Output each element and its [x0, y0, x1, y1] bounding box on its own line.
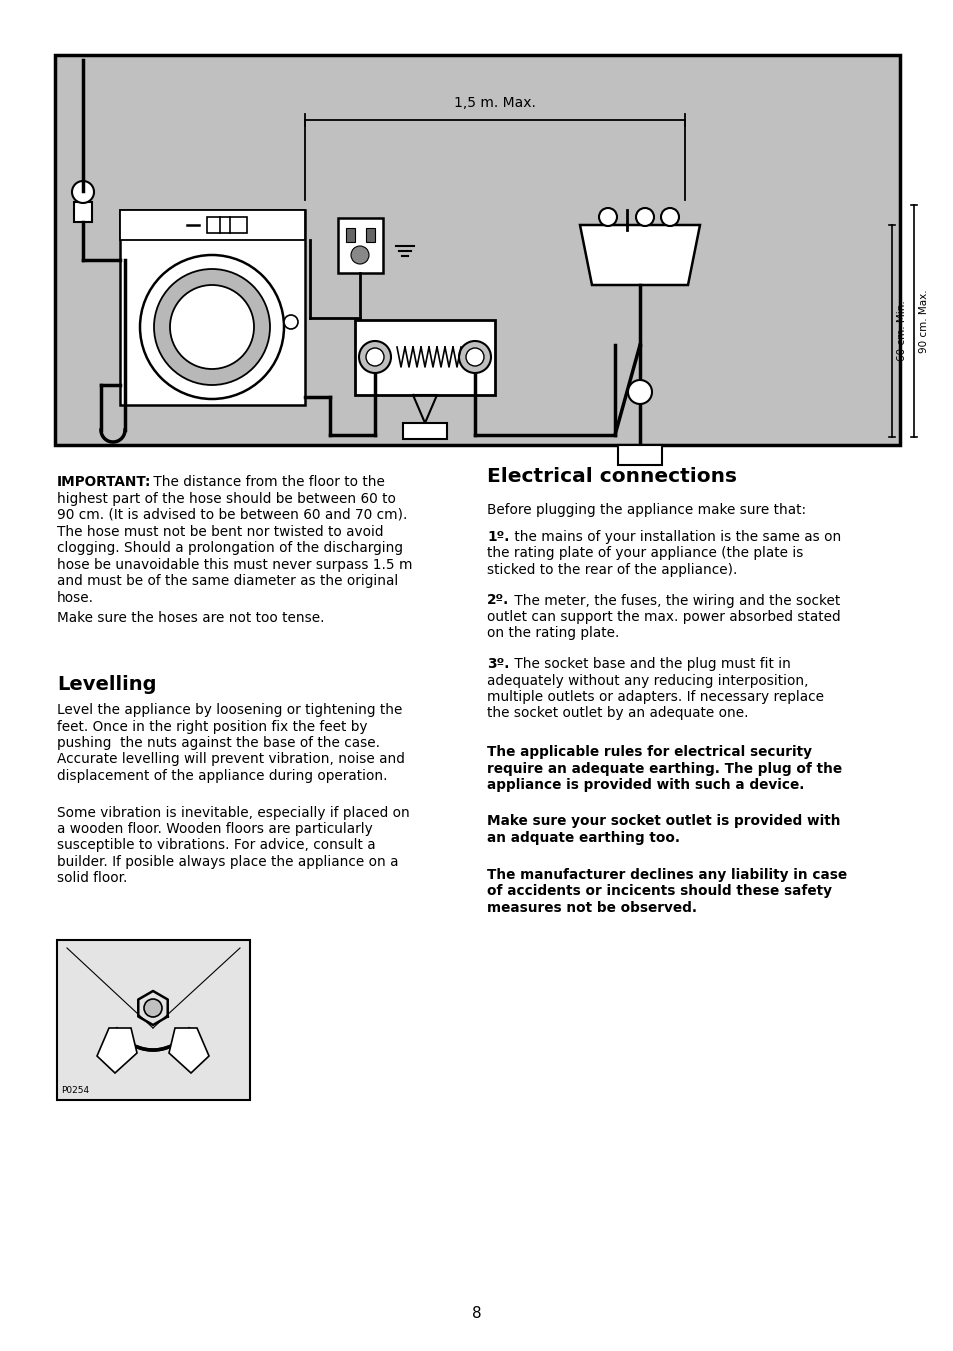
Text: Some vibration is inevitable, especially if placed on: Some vibration is inevitable, especially… — [57, 805, 410, 820]
Text: The distance from the floor to the: The distance from the floor to the — [149, 476, 384, 489]
Text: a wooden floor. Wooden floors are particularly: a wooden floor. Wooden floors are partic… — [57, 821, 373, 836]
Polygon shape — [579, 226, 700, 285]
Text: displacement of the appliance during operation.: displacement of the appliance during ope… — [57, 769, 387, 784]
Text: multiple outlets or adapters. If necessary replace: multiple outlets or adapters. If necessa… — [486, 690, 823, 704]
Text: susceptible to vibrations. For advice, consult a: susceptible to vibrations. For advice, c… — [57, 839, 375, 852]
Bar — [74, 203, 91, 222]
Text: the mains of your installation is the same as on: the mains of your installation is the sa… — [510, 530, 841, 544]
Bar — [618, 444, 661, 465]
Text: The manufacturer declines any liability in case: The manufacturer declines any liability … — [486, 867, 846, 881]
Bar — [57, 940, 250, 1100]
Polygon shape — [169, 1028, 209, 1073]
Text: hose be unavoidable this must never surpass 1.5 m: hose be unavoidable this must never surp… — [57, 558, 412, 571]
Text: pushing  the nuts against the base of the case.: pushing the nuts against the base of the… — [57, 736, 379, 750]
Text: appliance is provided with such a device.: appliance is provided with such a device… — [486, 778, 803, 792]
Text: Level the appliance by loosening or tightening the: Level the appliance by loosening or tigh… — [57, 703, 402, 717]
Text: Levelling: Levelling — [57, 676, 156, 694]
Text: the socket outlet by an adequate one.: the socket outlet by an adequate one. — [486, 707, 748, 720]
Circle shape — [636, 208, 654, 226]
Text: 2º.: 2º. — [486, 593, 509, 608]
Text: P0254: P0254 — [61, 1086, 89, 1096]
Circle shape — [144, 998, 162, 1017]
Circle shape — [71, 181, 94, 203]
Text: 60 cm. Min.: 60 cm. Min. — [896, 301, 906, 361]
Circle shape — [351, 246, 369, 263]
Bar — [55, 55, 899, 444]
Text: sticked to the rear of the appliance).: sticked to the rear of the appliance). — [486, 563, 737, 577]
Bar — [337, 218, 382, 273]
Circle shape — [598, 208, 617, 226]
Circle shape — [140, 255, 284, 399]
Text: feet. Once in the right position fix the feet by: feet. Once in the right position fix the… — [57, 720, 367, 734]
Bar — [355, 320, 495, 394]
Text: require an adequate earthing. The plug of the: require an adequate earthing. The plug o… — [486, 762, 841, 775]
Text: adequately without any reducing interposition,: adequately without any reducing interpos… — [486, 674, 807, 688]
Text: Before plugging the appliance make sure that:: Before plugging the appliance make sure … — [486, 503, 805, 517]
Text: the rating plate of your appliance (the plate is: the rating plate of your appliance (the … — [486, 547, 802, 561]
Text: Accurate levelling will prevent vibration, noise and: Accurate levelling will prevent vibratio… — [57, 753, 404, 766]
Circle shape — [660, 208, 679, 226]
Circle shape — [627, 380, 651, 404]
Text: 90 cm. Max.: 90 cm. Max. — [918, 289, 928, 353]
Text: The hose must not be bent nor twisted to avoid: The hose must not be bent nor twisted to… — [57, 524, 383, 539]
Text: Make sure your socket outlet is provided with: Make sure your socket outlet is provided… — [486, 815, 840, 828]
Text: 90 cm. (It is advised to be between 60 and 70 cm).: 90 cm. (It is advised to be between 60 a… — [57, 508, 407, 521]
Text: Electrical connections: Electrical connections — [486, 467, 737, 486]
Text: of accidents or incicents should these safety: of accidents or incicents should these s… — [486, 884, 831, 898]
Bar — [402, 423, 447, 439]
Text: on the rating plate.: on the rating plate. — [486, 627, 618, 640]
Text: The meter, the fuses, the wiring and the socket: The meter, the fuses, the wiring and the… — [510, 593, 840, 608]
Bar — [207, 218, 247, 232]
Polygon shape — [97, 1028, 137, 1073]
Circle shape — [366, 349, 384, 366]
Text: The applicable rules for electrical security: The applicable rules for electrical secu… — [486, 744, 811, 759]
Circle shape — [153, 269, 270, 385]
Text: 1º.: 1º. — [486, 530, 509, 544]
Bar — [120, 209, 305, 405]
Circle shape — [170, 285, 253, 369]
Bar — [366, 228, 375, 242]
Text: 3º.: 3º. — [486, 657, 509, 671]
Text: 8: 8 — [472, 1306, 481, 1321]
Text: outlet can support the max. power absorbed stated: outlet can support the max. power absorb… — [486, 611, 840, 624]
Text: Make sure the hoses are not too tense.: Make sure the hoses are not too tense. — [57, 611, 324, 626]
Text: an adquate earthing too.: an adquate earthing too. — [486, 831, 679, 844]
Text: IMPORTANT:: IMPORTANT: — [57, 476, 152, 489]
Circle shape — [358, 340, 391, 373]
Text: 1,5 m. Max.: 1,5 m. Max. — [454, 96, 536, 109]
Text: builder. If posible always place the appliance on a: builder. If posible always place the app… — [57, 855, 398, 869]
Text: hose.: hose. — [57, 590, 94, 604]
Text: highest part of the hose should be between 60 to: highest part of the hose should be betwe… — [57, 492, 395, 505]
Text: The socket base and the plug must fit in: The socket base and the plug must fit in — [510, 657, 790, 671]
Bar — [346, 228, 355, 242]
Text: measures not be observed.: measures not be observed. — [486, 901, 697, 915]
Circle shape — [465, 349, 483, 366]
Bar — [120, 209, 305, 240]
Text: solid floor.: solid floor. — [57, 871, 128, 885]
Text: and must be of the same diameter as the original: and must be of the same diameter as the … — [57, 574, 397, 588]
Circle shape — [458, 340, 491, 373]
Circle shape — [284, 315, 297, 330]
Text: clogging. Should a prolongation of the discharging: clogging. Should a prolongation of the d… — [57, 540, 402, 555]
